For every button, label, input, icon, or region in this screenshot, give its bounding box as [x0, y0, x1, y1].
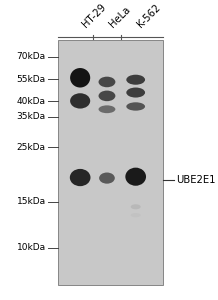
Text: 10kDa: 10kDa — [17, 243, 46, 252]
Ellipse shape — [126, 102, 145, 111]
Ellipse shape — [126, 88, 145, 98]
Text: HeLa: HeLa — [107, 5, 132, 30]
Text: 35kDa: 35kDa — [17, 112, 46, 121]
Text: UBE2E1: UBE2E1 — [176, 175, 215, 185]
Ellipse shape — [99, 91, 115, 101]
Ellipse shape — [99, 105, 115, 113]
Text: HT-29: HT-29 — [80, 2, 108, 30]
Text: 55kDa: 55kDa — [17, 75, 46, 84]
Ellipse shape — [131, 204, 141, 209]
Ellipse shape — [125, 168, 146, 186]
Ellipse shape — [131, 213, 141, 217]
Ellipse shape — [70, 169, 90, 186]
Ellipse shape — [99, 172, 115, 184]
Ellipse shape — [70, 68, 90, 88]
Ellipse shape — [126, 75, 145, 85]
Text: 15kDa: 15kDa — [17, 197, 46, 206]
Text: 70kDa: 70kDa — [17, 52, 46, 62]
Text: 40kDa: 40kDa — [17, 97, 46, 106]
Ellipse shape — [99, 77, 115, 87]
Text: K-562: K-562 — [136, 3, 163, 30]
Bar — [58, 40, 164, 285]
Ellipse shape — [70, 93, 90, 109]
Text: 25kDa: 25kDa — [17, 143, 46, 152]
